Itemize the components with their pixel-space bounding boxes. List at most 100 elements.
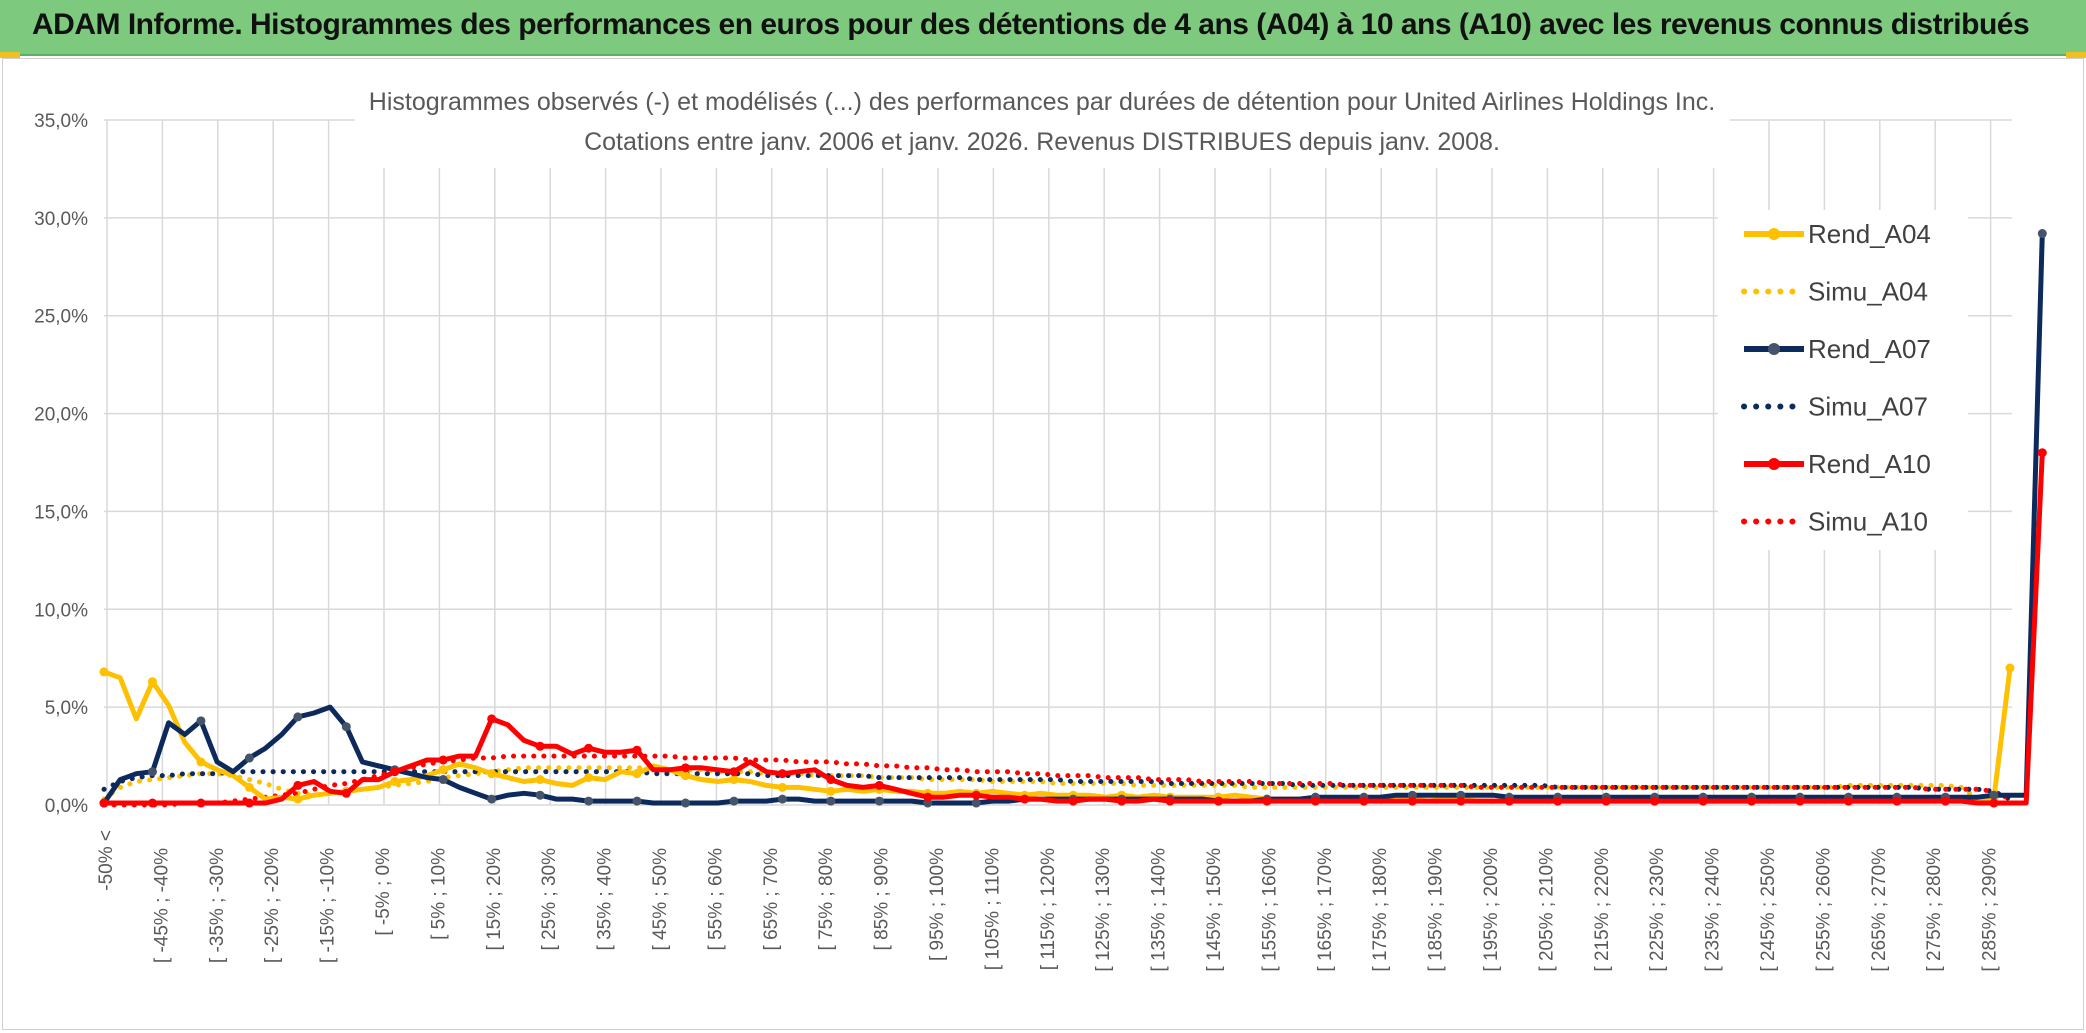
x-tick-label: [ 75% ; 80% [816, 848, 837, 951]
data-point-rend_a10 [1020, 794, 1030, 804]
x-tick-label: [ -5% ; 0% [373, 848, 394, 936]
data-point-rend_a04 [487, 769, 497, 779]
chart-legend: Rend_A04 Simu_A04 Rend_A07 Simu_A07 Rend_A10… [1741, 219, 1931, 537]
legend-marker [1768, 228, 1780, 240]
data-point-rend_a07 [2037, 229, 2047, 239]
x-tick-label: [ 65% ; 70% [761, 848, 782, 951]
data-point-rend_a10 [390, 767, 400, 777]
data-point-rend_a07 [826, 796, 836, 806]
data-point-rend_a10 [632, 745, 642, 755]
y-tick-label: 30,0% [34, 209, 88, 230]
data-point-rend_a10 [971, 790, 981, 800]
x-axis-ticks: -50% < [ -45% ; -40% [ -35% ; -30% [ -25% ;… [96, 830, 2001, 972]
x-tick-label: [ 85% ; 90% [872, 848, 893, 951]
data-point-rend_a10 [1165, 796, 1175, 806]
data-point-rend_a04 [777, 782, 787, 792]
series-line-rend_a04 [103, 667, 2013, 804]
data-point-rend_a04 [826, 786, 836, 796]
data-point-rend_a10 [1310, 796, 1320, 806]
data-point-rend_a10 [535, 741, 545, 751]
x-tick-label: [ -25% ; -20% [262, 848, 283, 963]
data-point-rend_a10 [438, 755, 448, 765]
x-tick-label: [ 265% ; 270% [1869, 848, 1890, 972]
y-tick-label: 15,0% [34, 502, 88, 523]
header-banner: ADAM Informe. Histogrammes des performan… [0, 0, 2086, 56]
x-tick-label: [ 15% ; 20% [484, 848, 505, 951]
x-tick-label: [ 285% ; 290% [1980, 848, 2001, 972]
series-line-simu_a10 [101, 753, 2013, 808]
x-tick-label: [ 245% ; 250% [1758, 848, 1779, 972]
data-point-rend_a04 [147, 677, 157, 687]
chart-frame [2, 58, 2084, 1030]
legend-label-rend_a07: Rend_A07 [1808, 334, 1931, 364]
data-point-rend_a07 [632, 796, 642, 806]
legend-label-simu_a07: Simu_A07 [1808, 392, 1928, 422]
x-tick-label: [ 185% ; 190% [1426, 848, 1447, 972]
data-point-rend_a10 [1601, 796, 1611, 806]
x-tick-label: [ 5% ; 10% [428, 848, 449, 940]
x-tick-label: [ 125% ; 130% [1093, 848, 1114, 972]
data-point-rend_a10 [147, 798, 157, 808]
x-tick-label: [ 55% ; 60% [705, 848, 726, 951]
data-point-rend_a04 [632, 769, 642, 779]
x-tick-label: [ -45% ; -40% [151, 848, 172, 963]
chart-series [99, 229, 2047, 808]
legend-marker [1768, 343, 1780, 355]
x-tick-label: [ 255% ; 260% [1813, 848, 1834, 972]
data-point-rend_a10 [1214, 796, 1224, 806]
data-point-rend_a10 [680, 763, 690, 773]
x-tick-label: [ 155% ; 160% [1259, 848, 1280, 972]
legend-background [1718, 210, 1968, 550]
subtitle-background [355, 84, 1730, 168]
data-point-rend_a10 [1504, 796, 1514, 806]
data-point-rend_a10 [487, 714, 497, 724]
accent-bar-left [0, 52, 20, 58]
x-tick-label: [ 275% ; 280% [1924, 848, 1945, 972]
data-point-rend_a10 [1068, 796, 1078, 806]
data-point-rend_a10 [1989, 798, 1999, 808]
x-tick-label: [ 135% ; 140% [1149, 848, 1170, 972]
data-point-rend_a04 [584, 773, 594, 783]
data-point-rend_a10 [293, 780, 303, 790]
data-point-rend_a10 [729, 767, 739, 777]
data-point-rend_a07 [487, 794, 497, 804]
data-point-rend_a07 [244, 753, 254, 763]
x-tick-label: [ 45% ; 50% [650, 848, 671, 951]
y-tick-label: 35,0% [34, 111, 88, 132]
data-point-rend_a07 [680, 798, 690, 808]
x-tick-label: [ 165% ; 170% [1315, 848, 1336, 972]
data-point-rend_a04 [390, 777, 400, 787]
legend-marker [1768, 458, 1780, 470]
data-point-rend_a07 [1989, 790, 1999, 800]
x-tick-label: [ 25% ; 30% [539, 848, 560, 951]
data-point-rend_a07 [729, 796, 739, 806]
x-tick-label: [ 195% ; 200% [1481, 848, 1502, 972]
accent-bar-right [2066, 52, 2086, 58]
data-point-rend_a10 [1747, 796, 1757, 806]
data-point-rend_a10 [584, 743, 594, 753]
legend-label-rend_a10: Rend_A10 [1808, 449, 1931, 479]
x-tick-label: [ 35% ; 40% [595, 848, 616, 951]
data-point-rend_a10 [923, 792, 933, 802]
data-point-rend_a10 [1940, 796, 1950, 806]
data-point-rend_a10 [1650, 796, 1660, 806]
y-tick-label: 20,0% [34, 405, 88, 426]
x-tick-label: -50% < [96, 830, 117, 891]
chart-title: Histogrammes observés (-) et modélisés (… [369, 88, 1715, 116]
data-point-rend_a04 [244, 782, 254, 792]
data-point-rend_a07 [341, 722, 351, 732]
data-point-rend_a10 [196, 798, 206, 808]
data-point-rend_a07 [438, 775, 448, 785]
data-point-rend_a07 [777, 794, 787, 804]
x-tick-label: [ 225% ; 230% [1647, 848, 1668, 972]
data-point-rend_a10 [826, 775, 836, 785]
x-tick-label: [ 95% ; 100% [927, 848, 948, 961]
x-tick-label: [ 115% ; 120% [1038, 848, 1059, 970]
data-point-rend_a04 [438, 765, 448, 775]
x-tick-label: [ -35% ; -30% [207, 848, 228, 963]
data-point-rend_a07 [874, 796, 884, 806]
x-tick-label: [ -15% ; -10% [318, 848, 339, 963]
y-axis-ticks: 0,0% 5,0% 10,0% 15,0% 20,0% 25,0% 30,0% 35,0% [34, 111, 88, 817]
data-point-rend_a04 [535, 775, 545, 785]
data-point-rend_a04 [293, 794, 303, 804]
